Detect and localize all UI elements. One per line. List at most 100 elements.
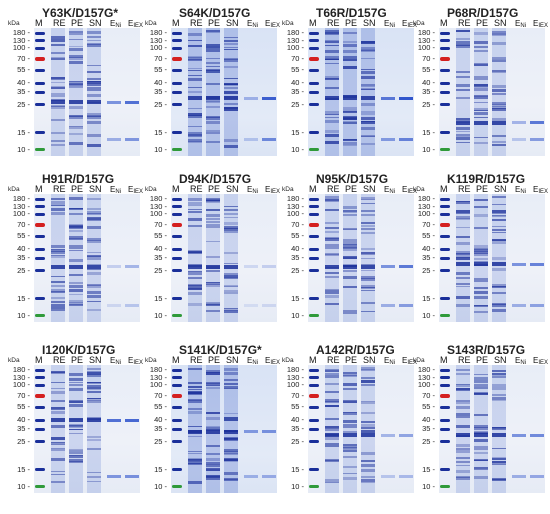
- purified-band: [125, 100, 139, 104]
- protein-band: [69, 197, 83, 200]
- marker-band: [440, 197, 450, 201]
- protein-band: [224, 451, 238, 455]
- mw-label: 55 -: [17, 65, 30, 75]
- protein-band: [474, 466, 488, 469]
- protein-band: [456, 88, 470, 91]
- protein-band: [69, 378, 83, 382]
- marker-band: [309, 440, 319, 444]
- marker-band: [440, 103, 450, 107]
- protein-band: [474, 459, 488, 462]
- protein-band: [361, 225, 375, 227]
- protein-band: [456, 447, 470, 450]
- purified-band-low: [530, 475, 544, 479]
- protein-band: [188, 272, 202, 275]
- mw-label: 10 -: [422, 144, 435, 154]
- lane-label-purified: EIEX: [402, 19, 417, 29]
- protein-band: [456, 303, 470, 308]
- overexpressed-band: [325, 433, 339, 438]
- lysate-lane: [456, 28, 470, 156]
- protein-band: [456, 201, 470, 204]
- protein-band: [87, 382, 101, 384]
- lysate-lane: [456, 194, 470, 322]
- lane-label-purified: ENi: [247, 19, 258, 29]
- protein-band: [325, 276, 339, 279]
- protein-band: [343, 120, 357, 125]
- mw-label: 25 -: [422, 436, 435, 446]
- lane-label-purified: ENi: [110, 185, 121, 195]
- lane-label-re: RE: [458, 184, 471, 194]
- lane-label-sub: Ni: [252, 360, 259, 366]
- marker-lane: [440, 365, 450, 493]
- protein-band: [456, 84, 470, 87]
- marker-band: [35, 427, 45, 431]
- protein-band: [69, 45, 83, 48]
- protein-band: [69, 289, 83, 292]
- protein-band: [343, 466, 357, 468]
- protein-band: [206, 385, 220, 387]
- lysate-lane: [69, 194, 83, 322]
- marker-band: [309, 468, 319, 472]
- protein-band: [456, 276, 470, 279]
- protein-band: [456, 369, 470, 371]
- protein-band: [343, 241, 357, 244]
- marker-band: [172, 468, 182, 472]
- protein-band: [51, 204, 65, 206]
- marker-band: [440, 31, 450, 35]
- protein-band: [456, 449, 470, 454]
- protein-band: [343, 424, 357, 428]
- marker-band: [309, 247, 319, 251]
- lysate-lane: [492, 194, 506, 322]
- protein-band: [51, 300, 65, 303]
- lane-label-main: E: [247, 185, 253, 194]
- protein-band: [474, 251, 488, 253]
- purified-band: [512, 433, 526, 437]
- overexpressed-band: [51, 264, 65, 269]
- protein-band: [51, 370, 65, 374]
- marker-band: [35, 205, 45, 209]
- marker-band: [172, 256, 182, 260]
- gel-image: [171, 28, 277, 156]
- protein-band: [492, 257, 506, 261]
- protein-band: [361, 376, 375, 379]
- purified-lane: [530, 194, 544, 322]
- protein-band: [69, 114, 83, 117]
- protein-band: [492, 384, 506, 388]
- protein-band: [474, 278, 488, 282]
- protein-band: [343, 43, 357, 46]
- marker-band: [309, 405, 319, 409]
- marker-band: [35, 68, 45, 72]
- protein-band: [474, 49, 488, 53]
- lysate-lane: [206, 365, 220, 493]
- marker-band: [172, 297, 182, 301]
- marker-band: [35, 39, 45, 43]
- gel-panel: P68R/D157G kDa M RE PE SN ENi EIEX 180 -130 -100…: [413, 6, 548, 168]
- protein-band: [51, 444, 65, 446]
- mw-label: 55 -: [422, 231, 435, 241]
- lane-label-marker: M: [35, 18, 43, 28]
- marker-band: [35, 297, 45, 301]
- protein-band: [325, 373, 339, 376]
- purified-band-low: [530, 304, 544, 308]
- protein-band: [51, 245, 65, 249]
- protein-band: [69, 230, 83, 232]
- protein-band: [206, 462, 220, 465]
- protein-band: [87, 216, 101, 220]
- mw-label: 40 -: [422, 78, 435, 88]
- protein-band: [325, 252, 339, 255]
- marker-band: [35, 234, 45, 238]
- protein-band: [188, 68, 202, 70]
- marker-lane: [440, 194, 450, 322]
- mw-label: 15 -: [422, 293, 435, 303]
- protein-band: [188, 284, 202, 287]
- protein-band: [456, 96, 470, 100]
- protein-band: [456, 254, 470, 258]
- gel-image: [171, 194, 277, 322]
- gel-panel: S141K/D157G* kDa M RE PE SN ENi EIEX 180 -130 -1…: [145, 343, 280, 505]
- protein-band: [474, 76, 488, 80]
- protein-band: [492, 70, 506, 73]
- protein-band: [51, 105, 65, 107]
- protein-band: [456, 285, 470, 287]
- protein-band: [188, 115, 202, 118]
- lane-label-sn: SN: [363, 355, 376, 365]
- purified-band-low: [512, 304, 526, 308]
